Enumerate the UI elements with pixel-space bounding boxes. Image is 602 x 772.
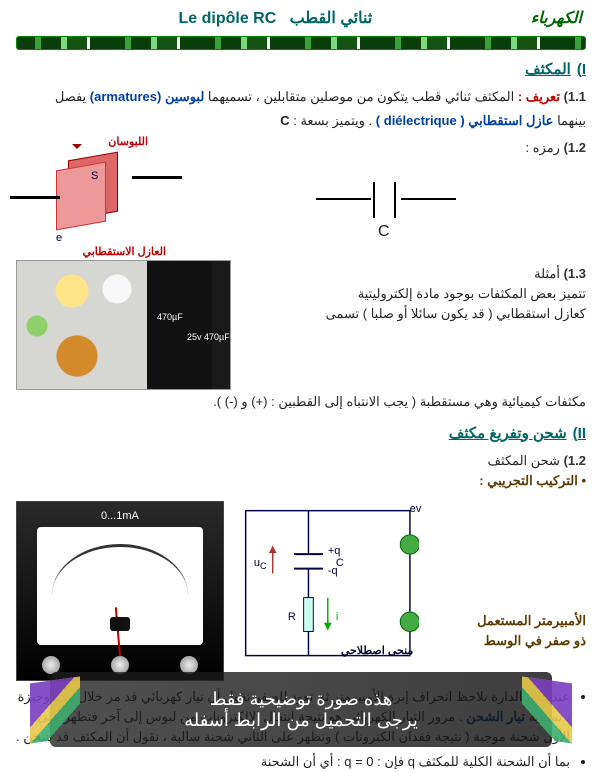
ex-title: أمثلة xyxy=(534,266,560,281)
row-circuit: الأمبيرمتر المستعمل ذو صفر في الوسط xyxy=(16,501,586,681)
watermark-line-1: هذه صورة توضيحية فقط xyxy=(210,689,393,710)
photo-label-2: 25v 470µF xyxy=(187,331,230,345)
lbl-zero: منحى اصطلاحي xyxy=(341,643,421,660)
circuit-diagram: ev +q -q uC C i R منحى اصطلاحي xyxy=(236,501,420,681)
ammeter-note-1: الأمبيرمتر المستعمل xyxy=(431,611,586,631)
ammeter-photo: 0...1mA xyxy=(16,501,224,681)
setup-bullet: • التركيب التجريبي : xyxy=(16,471,586,491)
section-2-num: II) xyxy=(573,422,586,445)
definition-cont: بينهما عازل استقطابي ( diélectrique ) . … xyxy=(16,111,586,131)
photo-label-1: 470µF xyxy=(157,311,183,325)
dielectric-fr: ( diélectrique ) xyxy=(376,113,465,128)
ammeter-scale: 0...1mA xyxy=(17,508,223,525)
def-num: 1.1) xyxy=(564,89,586,104)
lbl-c: C xyxy=(336,555,344,572)
page-header: الكهرباء ثنائي القطب Le dipôle RC xyxy=(0,0,602,32)
watermark-overlay: هذه صورة توضيحية فقط يرجى التحميل من الر… xyxy=(50,672,552,747)
row-diagram-symbol: 1.2) رمزه : C اللبوسان S e العازل الاستق… xyxy=(16,138,586,258)
definition: 1.1) تعريف : المكثف ثنائي قطب يتكون من م… xyxy=(16,87,586,107)
obs-2: بما أن الشحنة الكلية للمكثف q فإن : q = … xyxy=(16,752,570,772)
cap-c: C xyxy=(280,113,289,128)
ex-plus: (+) xyxy=(251,394,267,409)
label-s: S xyxy=(91,168,98,185)
ex-line1: تتميز بعض المكثفات بوجود مادة إلكتروليتي… xyxy=(241,284,586,304)
lbl-uc: uC xyxy=(254,555,267,573)
ammeter-col: الأمبيرمتر المستعمل ذو صفر في الوسط xyxy=(431,501,586,651)
def-text-b: يفصل xyxy=(55,89,86,104)
title-ar: ثنائي القطب xyxy=(290,10,373,27)
section-2-title: شحن وتفريغ مكثف xyxy=(449,422,567,445)
sub-title: شحن المكثف xyxy=(488,453,560,468)
def-text-d: . ويتميز بسعة : xyxy=(293,113,372,128)
divider-bar xyxy=(16,36,586,50)
dielectric-ar: عازل استقطابي xyxy=(468,113,553,128)
page-title: ثنائي القطب Le dipôle RC xyxy=(20,8,531,28)
label-armatures: اللبوسان xyxy=(108,134,148,151)
def-text-a: المكثف ثنائي قطب يتكون من موصلين متقابلي… xyxy=(208,89,514,104)
symbol-title: رمزه : xyxy=(526,140,560,155)
section-1-num: I) xyxy=(577,58,586,81)
row-examples: 1.3) أمثلة تتميز بعض المكثفات بوجود مادة… xyxy=(16,260,586,390)
ex-line2: كعازل استقطابي ( قد يكون سائلا أو صلبا )… xyxy=(241,304,586,324)
capacitor-symbol: C xyxy=(316,164,456,254)
symbol-num: 1.2) xyxy=(564,140,586,155)
lbl-i: i xyxy=(336,609,338,626)
ex-line3-a: مكثفات كيميائية وهي مستقطبة ( يجب الانتب… xyxy=(271,394,586,409)
def-text-c: بينهما xyxy=(557,113,586,128)
symbol-line: 1.2) رمزه : xyxy=(186,138,586,158)
content: I) المكثف 1.1) تعريف : المكثف ثنائي قطب … xyxy=(0,58,602,772)
ex-minus: (-) xyxy=(225,394,238,409)
section-1-title: المكثف xyxy=(525,58,571,81)
section-1-head: I) المكثف xyxy=(16,58,586,81)
symbol-col: 1.2) رمزه : C xyxy=(186,138,586,254)
ex-and: و xyxy=(241,394,247,409)
section-2-sub: 1.2) شحن المكثف xyxy=(16,451,586,471)
lbl-ev: ev xyxy=(410,501,422,518)
ex-end: ). xyxy=(213,394,221,409)
capacitor-photo: 470µF 25v 470µF xyxy=(16,260,231,390)
subject-label: الكهرباء xyxy=(531,8,582,28)
examples-text: 1.3) أمثلة تتميز بعض المكثفات بوجود مادة… xyxy=(241,264,586,324)
label-e: e xyxy=(56,230,62,247)
title-fr: Le dipôle RC xyxy=(179,10,277,28)
armature-fr: (armatures) xyxy=(90,89,162,104)
capacitor-3d-diagram: اللبوسان S e العازل الاستقطابي xyxy=(16,138,176,258)
ex-num: 1.3) xyxy=(564,266,586,281)
ammeter-note-2: ذو صفر في الوسط xyxy=(431,631,586,651)
def-label: تعريف : xyxy=(518,89,560,104)
lbl-r: R xyxy=(288,609,296,626)
watermark-line-2: يرجى التحميل من الرابط أسفله xyxy=(184,710,418,731)
ex-line3: مكثفات كيميائية وهي مستقطبة ( يجب الانتب… xyxy=(16,392,586,412)
symbol-c: C xyxy=(378,220,390,245)
sub-num: 1.2) xyxy=(564,453,586,468)
armature-ar: لبوسين xyxy=(165,89,204,104)
section-2-head: II) شحن وتفريغ مكثف xyxy=(16,422,586,445)
